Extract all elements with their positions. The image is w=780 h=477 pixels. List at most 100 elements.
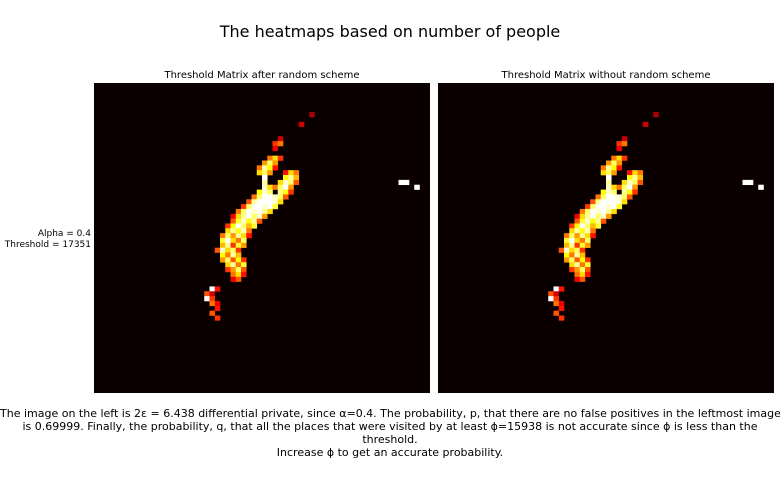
heatmap-cell (579, 233, 586, 239)
heatmap-cell (611, 160, 617, 166)
heatmap-cell (585, 238, 591, 244)
heatmap-cell (267, 208, 273, 215)
heatmap-cell (558, 305, 565, 311)
heatmap-cell (220, 252, 226, 258)
heatmap-cell (585, 223, 591, 229)
heatmap-cell (403, 179, 410, 186)
heatmap-cell (235, 208, 242, 215)
heatmap-cell (579, 208, 586, 215)
heatmap-cell (616, 184, 623, 190)
heatmap-cell (579, 223, 586, 229)
heatmap-cell (262, 213, 268, 219)
heatmap-cell (209, 296, 216, 302)
heatmap-cell (627, 175, 633, 181)
heatmap-cell (251, 204, 258, 210)
heatmap-cell (569, 238, 575, 244)
heatmap-cell (209, 310, 216, 316)
heatmap-cell (621, 199, 628, 205)
heatmap-cell (590, 228, 596, 234)
heatmap-cell (621, 184, 628, 190)
heatmap-cell (616, 155, 623, 161)
heatmap-cell (621, 155, 628, 161)
heatmap-cell (637, 179, 644, 186)
heatmap-cell (230, 257, 237, 263)
row-label: Alpha = 0.4 Threshold = 17351 (0, 229, 91, 251)
heatmap-cell (579, 242, 586, 248)
heatmap-cell (585, 242, 591, 248)
heatmap-cell (283, 194, 289, 200)
heatmap-cell (230, 242, 237, 248)
heatmap-cell (230, 233, 237, 239)
heatmap-cell (267, 155, 273, 161)
heatmap-cell (585, 218, 591, 224)
heatmap-cell (606, 189, 612, 195)
heatmap-cell (241, 242, 247, 248)
heatmap-cell (553, 286, 560, 292)
heatmap-cell (256, 170, 263, 176)
heatmap-cell (569, 262, 575, 268)
heatmap-cell (579, 213, 586, 219)
heatmap-cell (616, 194, 623, 200)
heatmap-cell (606, 170, 612, 176)
heatmap-cell (574, 223, 581, 229)
heatmap-cell (225, 247, 231, 253)
heatmap-cell (590, 223, 596, 229)
heatmap-cell (225, 242, 231, 248)
heatmap-cell (569, 252, 575, 258)
heatmap-cell (272, 199, 279, 205)
heatmap-cell (288, 170, 294, 176)
heatmap-cell (241, 262, 247, 268)
heatmap-cell (256, 194, 263, 200)
heatmap-cell (225, 262, 231, 268)
heatmap-cell (220, 238, 226, 244)
heatmap-cell (595, 218, 602, 224)
heatmap-cell (606, 213, 612, 219)
heatmap-cell (569, 257, 575, 263)
heatmap-cell (553, 291, 560, 297)
heatmap-cell (621, 194, 628, 200)
heatmap-cell (569, 242, 575, 248)
heatmap-cell (277, 199, 284, 205)
heatmap-cell (230, 271, 237, 278)
heatmap-cell (298, 121, 305, 127)
heatmap-cell (272, 165, 279, 171)
heatmap-cell (230, 218, 237, 224)
heatmap-cell (585, 262, 591, 268)
heatmap-cell (742, 179, 749, 186)
heatmap-cell (642, 121, 649, 127)
heatmap-cell (277, 136, 284, 142)
heatmap-cell (256, 199, 263, 205)
heatmap-cell (574, 213, 581, 219)
heatmap-cell (256, 213, 263, 219)
heatmap-cell (288, 184, 294, 190)
heatmap-cell (569, 267, 575, 273)
heatmap-cell (632, 170, 638, 176)
heatmap-cell (600, 189, 607, 195)
heatmap-cell (558, 300, 565, 307)
heatmap-cell (611, 194, 617, 200)
heatmap-cell (262, 199, 268, 205)
heatmap-cell (653, 112, 659, 118)
heatmap-cell (574, 271, 581, 278)
heatmap-cell (600, 208, 607, 215)
heatmap-cell (585, 228, 591, 234)
heatmap-cell (209, 291, 216, 297)
heatmap-cell (574, 262, 581, 268)
heatmap-cell (230, 252, 237, 258)
heatmap-cell (214, 305, 221, 311)
heatmap-cell (611, 165, 617, 171)
heatmap-cell (758, 184, 764, 190)
caption-line-3: threshold. (362, 433, 418, 446)
heatmap-cell (585, 233, 591, 239)
heatmap-cell (574, 228, 581, 234)
heatmap-cell (230, 276, 237, 282)
heatmap-cell (590, 218, 596, 224)
heatmap-cell (548, 291, 554, 297)
heatmap-cell (262, 184, 268, 190)
heatmap-cell (241, 238, 247, 244)
heatmap-cell (235, 271, 242, 278)
heatmap-cell (579, 267, 586, 273)
heatmap-cell (277, 189, 284, 195)
heatmap-cell (277, 141, 284, 147)
heatmap-cell (225, 228, 231, 234)
